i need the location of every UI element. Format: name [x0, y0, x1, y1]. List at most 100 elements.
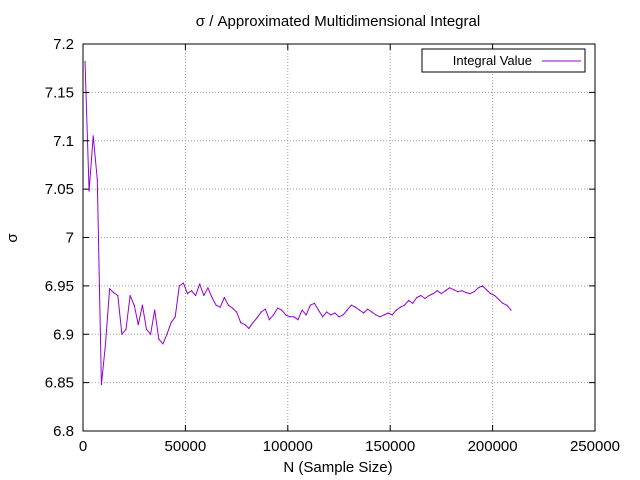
data-point: [256, 317, 258, 319]
data-point: [453, 289, 455, 291]
data-point: [502, 302, 504, 304]
data-point: [403, 304, 406, 306]
data-point: [305, 314, 307, 316]
data-point: [203, 294, 205, 297]
series-layer: [84, 60, 512, 386]
data-point: [84, 60, 86, 63]
data-point: [469, 293, 471, 295]
tick-labels: 6.8 6.85 6.9 6.95 7 7.05 7.1 7.15 7.2 0 50000 10000…: [45, 36, 620, 455]
data-point: [276, 307, 279, 309]
data-point: [264, 308, 266, 310]
data-point: [379, 316, 381, 318]
data-point: [117, 294, 119, 297]
data-point: [96, 178, 98, 181]
data-point: [190, 290, 193, 292]
data-point: [383, 314, 385, 316]
data-point: [354, 306, 356, 308]
data-point: [121, 333, 123, 335]
data-point: [346, 309, 348, 311]
data-point: [125, 328, 127, 331]
data-point: [268, 319, 270, 321]
data-point: [481, 285, 483, 287]
data-point: [465, 292, 467, 294]
data-point: [448, 287, 451, 289]
data-point: [399, 306, 402, 308]
data-point: [498, 298, 500, 301]
data-point: [506, 304, 508, 306]
data-point: [289, 316, 291, 318]
data-point: [100, 383, 103, 386]
data-point: [338, 316, 340, 318]
data-point: [149, 333, 152, 335]
data-point: [88, 190, 90, 192]
data-point: [109, 288, 111, 290]
series-points: [84, 60, 512, 386]
ticks: [82, 43, 596, 432]
data-point: [334, 312, 336, 314]
data-point: [326, 311, 328, 313]
data-point: [207, 287, 209, 289]
data-point: [166, 333, 168, 335]
data-point: [158, 338, 160, 340]
data-point: [174, 316, 176, 318]
data-point: [301, 309, 303, 311]
grid: [83, 44, 595, 431]
data-point: [395, 309, 397, 311]
data-point: [412, 302, 414, 304]
data-point: [231, 307, 234, 309]
data-point: [215, 304, 217, 306]
data-point: [350, 304, 352, 306]
x-tick-label: 50000: [165, 438, 207, 455]
chart-title: σ / Approximated Multidimensional Integr…: [196, 13, 480, 30]
data-point: [420, 294, 422, 297]
data-point: [186, 293, 189, 295]
data-point: [281, 309, 283, 311]
data-point: [219, 306, 221, 308]
data-point: [367, 308, 369, 310]
y-tick-label: 7.15: [45, 84, 74, 101]
data-point: [432, 293, 434, 295]
data-point: [485, 289, 488, 291]
data-point: [170, 322, 172, 324]
y-tick-label: 7: [66, 230, 74, 247]
data-point: [444, 290, 447, 292]
x-tick-label: 200000: [468, 438, 518, 455]
data-point: [391, 314, 393, 316]
data-point: [342, 314, 344, 316]
data-point: [223, 296, 225, 299]
data-point: [424, 297, 426, 300]
y-tick-label: 7.2: [53, 36, 74, 53]
data-point: [113, 292, 115, 294]
data-point: [260, 311, 262, 313]
legend: Integral Value: [421, 48, 586, 73]
y-tick-label: 7.1: [53, 133, 74, 150]
data-point: [178, 285, 180, 287]
data-point: [330, 314, 332, 316]
data-point: [461, 290, 463, 292]
data-point: [92, 135, 94, 137]
data-point: [240, 322, 242, 324]
data-point: [236, 311, 238, 313]
data-point: [358, 309, 361, 311]
data-point: [129, 294, 131, 297]
data-point: [371, 311, 373, 313]
data-point: [489, 293, 492, 295]
data-point: [104, 343, 107, 345]
data-point: [408, 299, 410, 301]
data-point: [375, 314, 377, 316]
data-point: [145, 328, 148, 331]
data-point: [313, 302, 316, 304]
data-point: [154, 309, 156, 311]
data-point: [416, 296, 418, 299]
data-point: [248, 327, 250, 330]
data-point: [227, 304, 230, 306]
data-point: [211, 296, 213, 299]
data-point: [362, 312, 365, 314]
data-point: [141, 304, 143, 306]
legend-label: Integral Value: [453, 53, 532, 68]
data-point: [440, 293, 442, 295]
data-point: [510, 309, 512, 311]
data-point: [252, 322, 254, 324]
y-axis-title: σ: [4, 233, 21, 243]
